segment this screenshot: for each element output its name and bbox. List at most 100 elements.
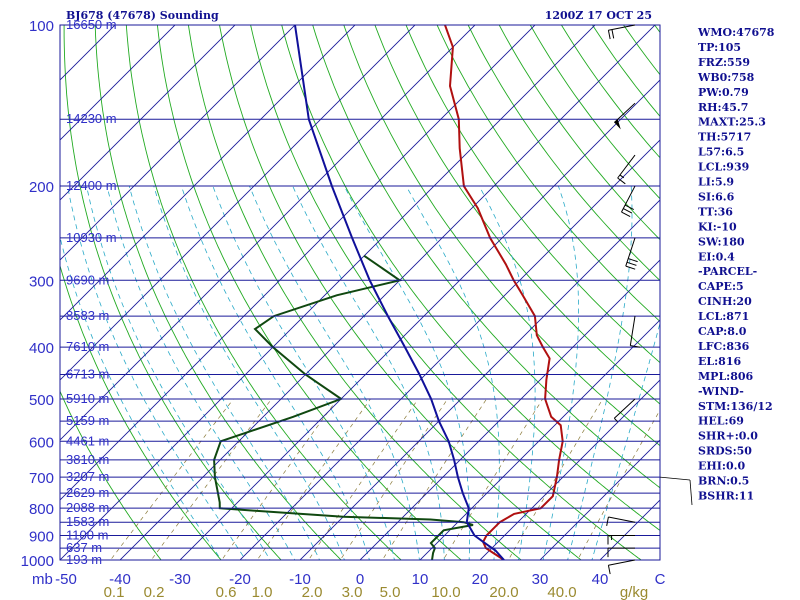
moist-adiabat xyxy=(591,321,660,560)
isotherm xyxy=(239,139,660,560)
dry-adiabat xyxy=(281,25,660,531)
mixing-ratio-label: 40.0 xyxy=(547,584,576,600)
wind-barb-staff xyxy=(608,516,636,523)
sounding-index: BRN:0.5 xyxy=(698,475,749,488)
height-label: 1100 m xyxy=(66,528,108,543)
wind-barb-flag xyxy=(607,30,611,40)
height-label: 9690 m xyxy=(66,272,109,287)
mixing-ratio-line xyxy=(339,398,448,560)
wind-barb-flag xyxy=(621,211,631,217)
sounding-index: LCL:939 xyxy=(698,161,749,174)
moist-adiabat xyxy=(181,185,370,560)
pressure-tick-label: 700 xyxy=(29,470,54,487)
temperature-tick-label: 30 xyxy=(532,571,549,588)
isotherm xyxy=(179,79,660,560)
dry-adiabat xyxy=(374,25,660,405)
temperature-tick-label: -50 xyxy=(55,571,77,588)
sounding-index: EI:0.4 xyxy=(698,250,735,263)
sounding-index: STM:136/12 xyxy=(698,400,773,413)
plot-area xyxy=(0,1,660,572)
wind-barb-pennant xyxy=(614,119,621,130)
height-label: 4461 m xyxy=(66,433,109,448)
mixing-ratio-line xyxy=(381,398,487,560)
height-label: 2088 m xyxy=(66,500,109,515)
isotherm xyxy=(599,499,660,560)
sounding-index: SI:6.6 xyxy=(698,190,735,203)
isotherm xyxy=(60,25,416,381)
sounding-index: -WIND- xyxy=(698,385,744,398)
sounding-index: CAPE:5 xyxy=(698,280,744,293)
mixing-ratio-line xyxy=(110,398,234,560)
moist-adiabat xyxy=(153,185,345,560)
chart-title: BJ678 (47678) Sounding xyxy=(66,9,219,22)
sounding-index: CAP:8.0 xyxy=(698,325,747,338)
isotherm xyxy=(539,439,660,560)
pressure-tick-label: 800 xyxy=(29,501,54,518)
pressure-tick-label: 100 xyxy=(29,18,54,35)
dry-adiabat xyxy=(405,25,660,364)
moist-adiabat xyxy=(60,235,222,560)
moist-adiabat xyxy=(343,185,471,560)
height-label: 16650 m xyxy=(66,17,117,32)
temperature-tick-label: -40 xyxy=(109,571,131,588)
wind-barb-staff xyxy=(625,237,636,267)
dry-adiabat xyxy=(560,25,660,159)
wind-barb-flag xyxy=(623,208,633,214)
temperature-tick-label: 10 xyxy=(412,571,429,588)
wind-barb-half-flag xyxy=(619,174,625,179)
valid-time: 1200Z 17 OCT 25 xyxy=(545,9,652,22)
sounding-index: L57:6.5 xyxy=(698,146,744,159)
hodograph-connector xyxy=(659,476,691,481)
sounding-index: HEL:69 xyxy=(698,415,744,428)
dry-adiabat xyxy=(529,25,660,200)
mixing-ratio-label: 20.0 xyxy=(489,584,518,600)
sounding-index: BSHR:11 xyxy=(698,489,754,502)
parcel-profile xyxy=(294,25,505,560)
sounding-index: SRDS:50 xyxy=(698,445,752,458)
dry-adiabat xyxy=(219,25,582,560)
height-label: 3207 m xyxy=(66,469,109,484)
height-label: 7610 m xyxy=(66,339,109,354)
dry-adiabat xyxy=(60,390,162,560)
isotherm xyxy=(359,259,660,560)
pressure-tick-label: 1000 xyxy=(21,553,54,570)
sounding-index: -PARCEL- xyxy=(698,265,757,278)
height-label: 5159 m xyxy=(66,413,109,428)
dry-adiabat xyxy=(156,25,462,560)
hodograph-connector xyxy=(689,479,693,506)
wind-barb-flag xyxy=(628,258,638,263)
sounding-index: PW:0.79 xyxy=(698,86,749,99)
sounding-index: MPL:806 xyxy=(698,370,754,383)
pressure-tick-label: 500 xyxy=(29,392,54,409)
moist-adiabat xyxy=(106,186,296,560)
wind-barb-flag xyxy=(606,516,609,526)
isotherm xyxy=(60,25,356,321)
height-label: 2629 m xyxy=(66,485,109,500)
wind-barb-staff xyxy=(608,559,636,566)
dry-adiabat xyxy=(60,264,222,560)
sounding-index: LFC:836 xyxy=(698,340,750,353)
isotherm xyxy=(60,25,236,201)
sounding-index: TP:105 xyxy=(698,41,741,54)
height-label: 637 m xyxy=(66,540,102,555)
temperature-tick-label: 40 xyxy=(592,571,609,588)
height-label: 5910 m xyxy=(66,391,109,406)
moist-adiabat xyxy=(478,185,536,560)
height-label: 1583 m xyxy=(66,514,109,529)
sounding-index: WMO:47678 xyxy=(697,26,775,39)
mixing-ratio-line xyxy=(221,398,338,560)
mixing-ratio-label: 0.6 xyxy=(216,584,237,600)
wind-barb-flag xyxy=(624,204,634,211)
isotherm xyxy=(419,319,660,560)
isotherm xyxy=(60,25,296,261)
mixing-ratio-label: 2.0 xyxy=(302,584,323,600)
sounding-index: RH:45.7 xyxy=(698,101,748,114)
wind-barbs xyxy=(606,24,641,575)
dry-adiabat xyxy=(436,25,660,323)
mixing-ratio-label: 5.0 xyxy=(380,584,401,600)
mixing-ratio-line xyxy=(577,409,660,560)
isotherm xyxy=(0,1,19,572)
height-label: 193 m xyxy=(66,552,102,567)
height-label: 6713 m xyxy=(66,366,109,381)
